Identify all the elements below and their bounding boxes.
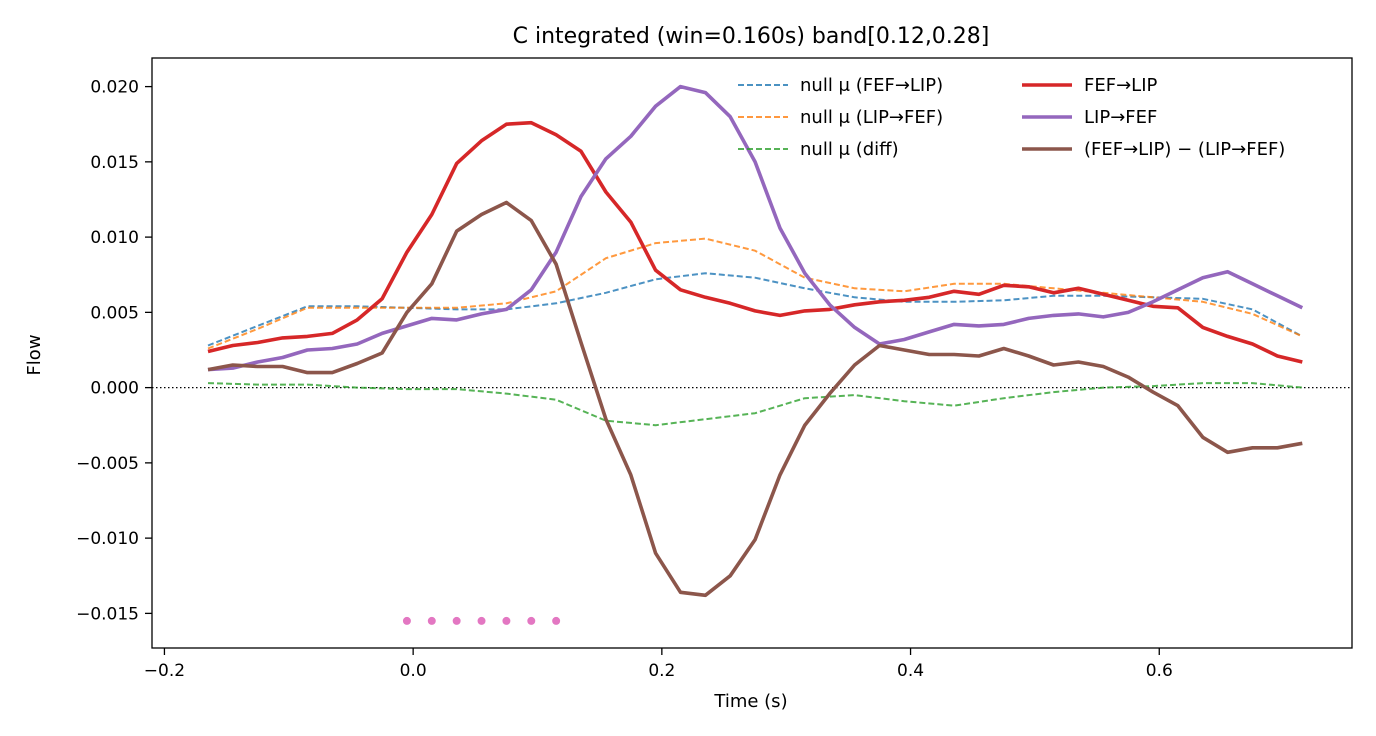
plot-area — [152, 84, 1352, 625]
y-tick-label: 0.000 — [90, 379, 139, 399]
marker-point — [452, 616, 461, 625]
series-line-4 — [207, 84, 1304, 372]
marker-point — [502, 616, 511, 625]
axis-ticks: −0.2 0.0 0.2 0.4 0.6 −0.015 −0.010 −0.005 0.000 0… — [76, 78, 1173, 681]
legend-label: LIP→FEF — [1084, 107, 1157, 128]
series-line-5 — [207, 200, 1303, 598]
series-line-2 — [207, 382, 1303, 427]
y-axis-label: Flow — [24, 334, 45, 375]
x-tick-label: 0.2 — [648, 661, 675, 681]
axes-frame — [151, 57, 1353, 649]
y-tick-label: −0.015 — [76, 604, 139, 624]
x-tick-label: 0.6 — [1146, 661, 1173, 681]
marker-point — [477, 616, 486, 625]
x-axis-label: Time (s) — [713, 691, 787, 712]
legend-label: null μ (FEF→LIP) — [800, 75, 943, 96]
legend: null μ (FEF→LIP) null μ (LIP→FEF) null μ (… — [738, 75, 1285, 160]
series-line-1 — [207, 237, 1303, 350]
x-tick-label: 0.0 — [400, 661, 427, 681]
legend-label: (FEF→LIP) − (LIP→FEF) — [1084, 139, 1285, 160]
y-tick-label: 0.015 — [90, 153, 139, 173]
y-tick-label: −0.005 — [76, 454, 139, 474]
marker-point — [552, 616, 561, 625]
x-tick-label: 0.4 — [897, 661, 924, 681]
x-tick-label: −0.2 — [144, 661, 185, 681]
y-tick-label: 0.020 — [90, 78, 139, 98]
marker-point — [527, 616, 536, 625]
chart-title: C integrated (win=0.160s) band[0.12,0.28… — [513, 24, 990, 49]
y-tick-label: 0.005 — [90, 303, 139, 323]
series-line-3 — [207, 120, 1303, 364]
legend-label: null μ (LIP→FEF) — [800, 107, 943, 128]
marker-point — [427, 616, 436, 625]
marker-point — [402, 616, 411, 625]
y-tick-label: 0.010 — [90, 228, 139, 248]
legend-label: FEF→LIP — [1084, 75, 1157, 96]
y-tick-label: −0.010 — [76, 529, 139, 549]
legend-label: null μ (diff) — [800, 139, 899, 160]
